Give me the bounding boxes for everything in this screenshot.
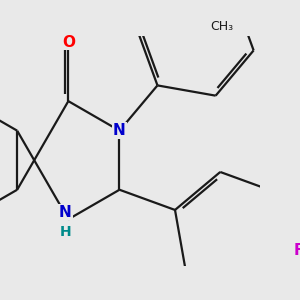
Text: O: O [62,34,75,50]
Text: N: N [59,205,72,220]
Text: F: F [293,243,300,258]
Text: H: H [60,225,71,239]
Text: CH₃: CH₃ [210,20,233,33]
Text: N: N [113,123,126,138]
